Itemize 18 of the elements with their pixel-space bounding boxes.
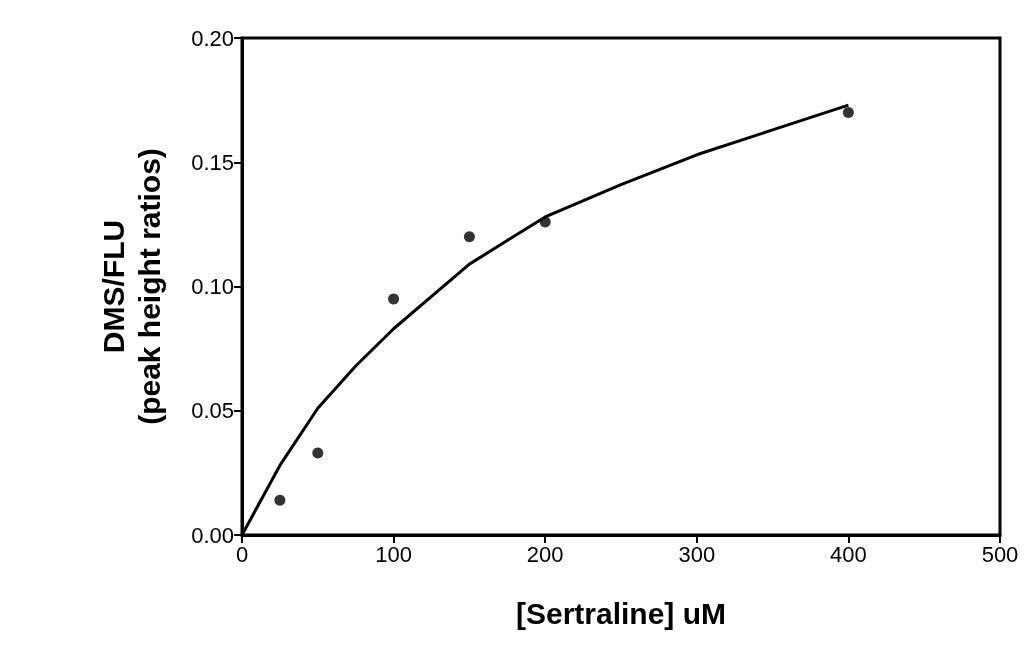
point [312, 447, 324, 459]
point [463, 231, 475, 243]
point [388, 293, 400, 305]
y-tick-label: 0.20 [191, 25, 234, 51]
y-axis-title: DMS/FLU (peak height ratios) [96, 148, 166, 425]
x-tick-label: 500 [981, 541, 1019, 567]
x-tick-label: 400 [830, 541, 867, 567]
y-tick-label: 0.10 [191, 274, 234, 299]
y-tick-label: 0.00 [191, 522, 234, 548]
x-tick-label: 0 [235, 541, 249, 567]
x-tick-label: 200 [526, 541, 564, 567]
y-tick-label: 0.15 [191, 149, 234, 175]
x-tick-label: 300 [678, 541, 716, 567]
x-axis-title: [Sertraline] uM [515, 596, 727, 630]
point [842, 107, 854, 119]
x-tick-label: 100 [375, 541, 412, 567]
point [274, 494, 286, 506]
y-tick-label: 0.05 [191, 398, 234, 424]
